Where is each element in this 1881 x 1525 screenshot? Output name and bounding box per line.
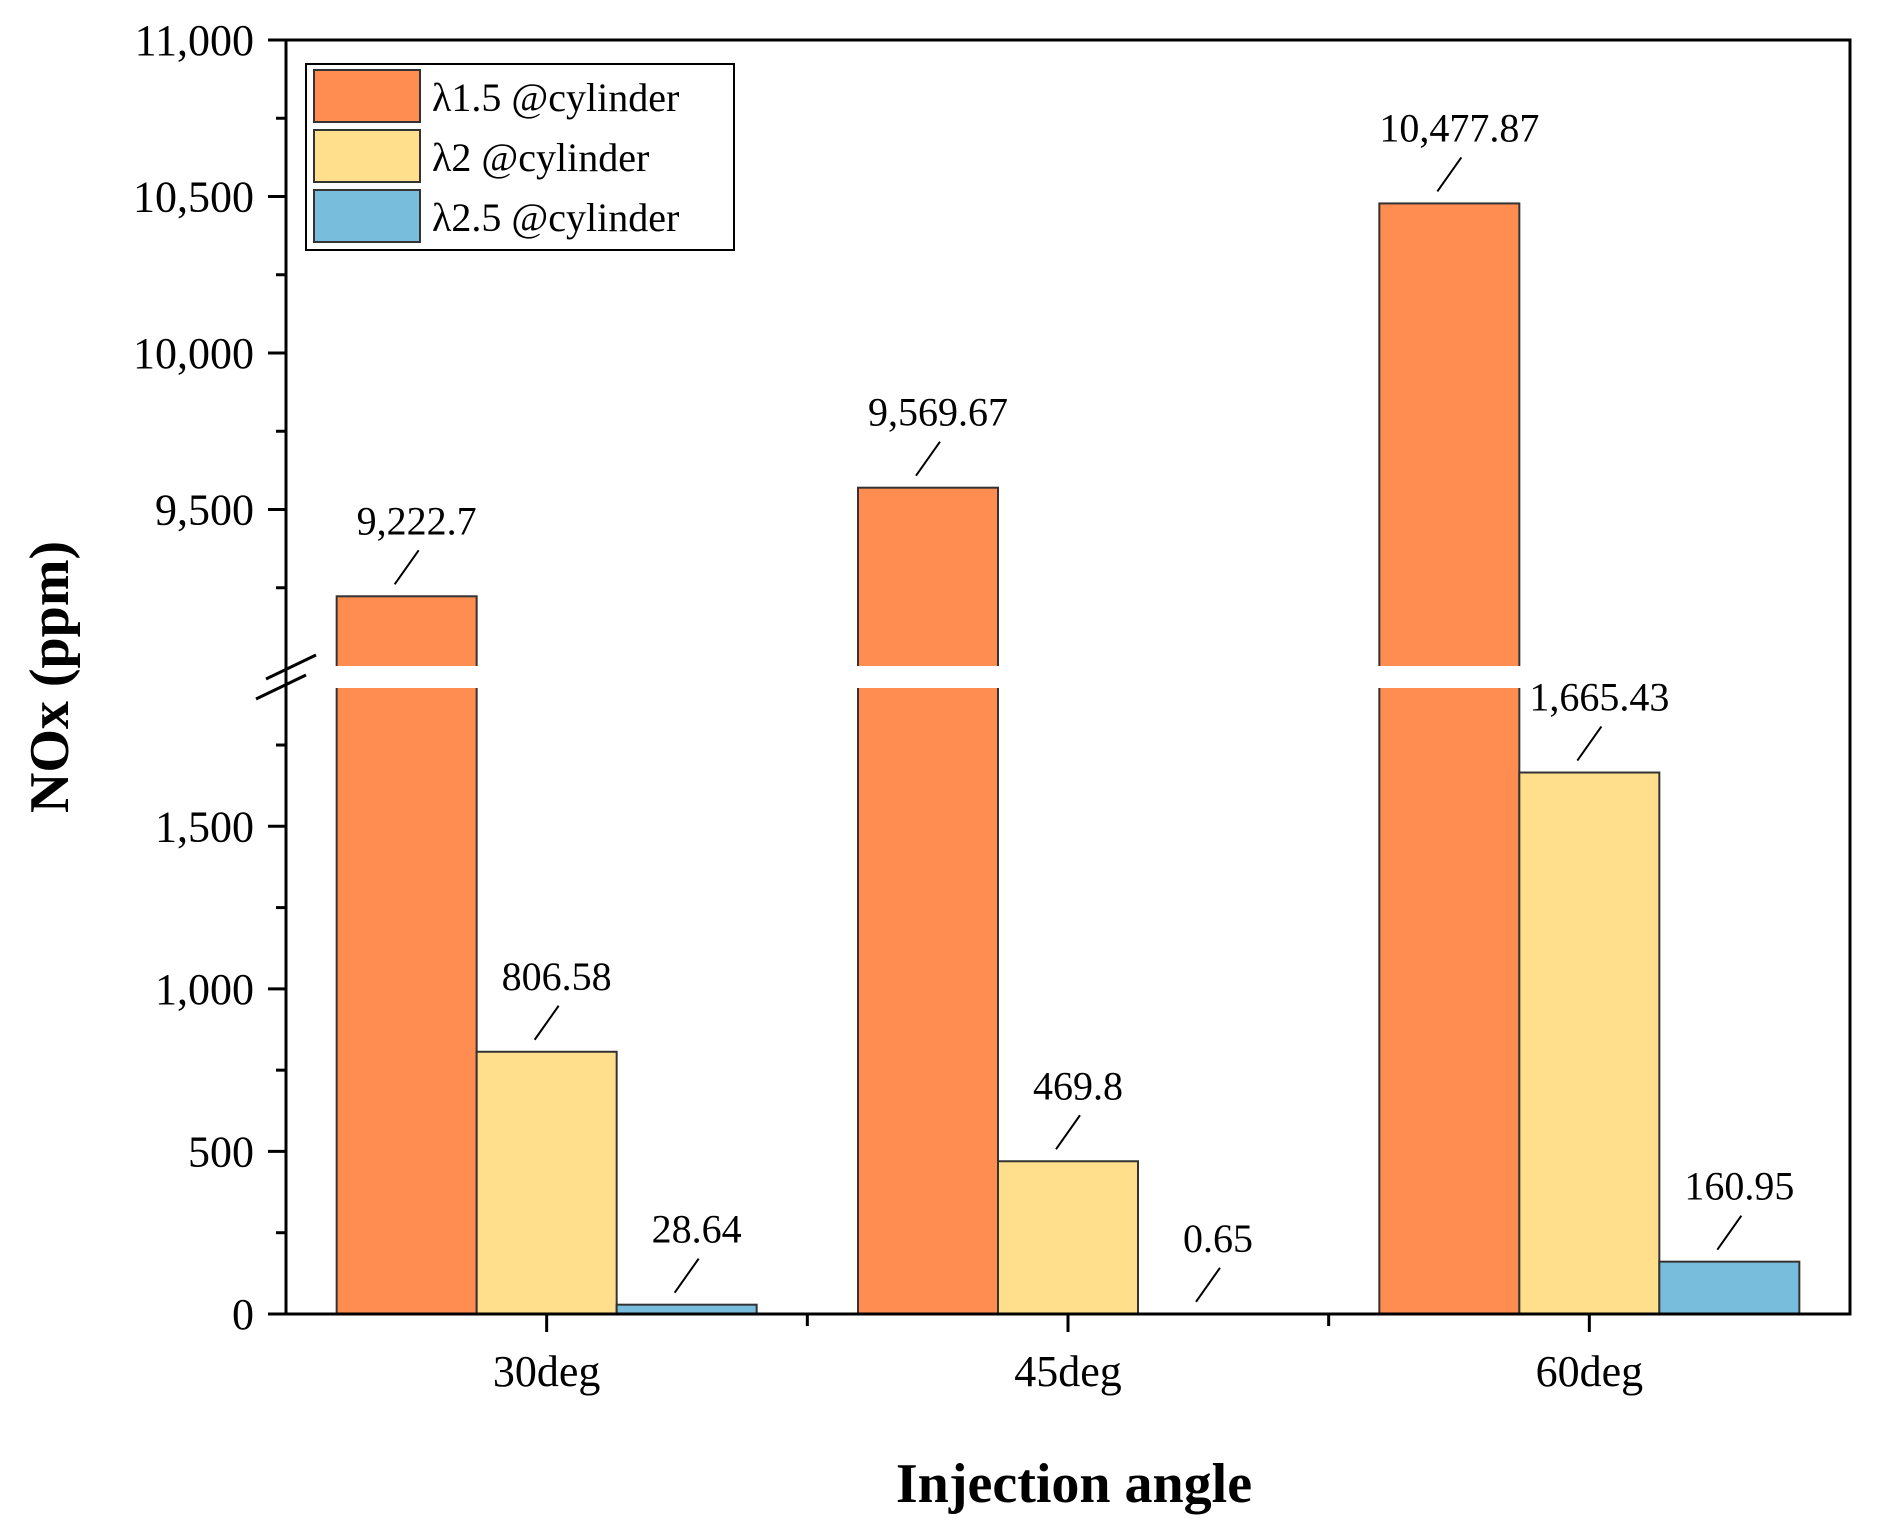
y-axis-title: NOx (ppm) (19, 541, 81, 813)
x-tick-label: 30deg (493, 1347, 601, 1396)
bar-1-60deg (1378, 202, 1521, 1316)
legend: λ1.5 @cylinder λ2 @cylinder λ2.5 @cylinder (305, 63, 735, 251)
legend-swatch (313, 129, 421, 183)
data-label-leaders (393, 156, 1743, 1303)
legend-swatch (313, 189, 421, 243)
leader-line (1576, 725, 1603, 762)
leader-line (1195, 1267, 1221, 1303)
bar-1-45deg (857, 486, 999, 1315)
x-tick-label: 60deg (1536, 1347, 1644, 1396)
y-tick-label: 1,000 (155, 965, 254, 1014)
data-label: 9,222.7 (357, 498, 477, 543)
data-label: 160.95 (1684, 1164, 1794, 1209)
data-label: 1,665.43 (1529, 675, 1669, 720)
legend-label: λ1.5 @cylinder (432, 75, 679, 120)
bar-1-30deg (335, 595, 478, 1315)
data-label: 9,569.67 (868, 390, 1008, 435)
y-tick-label: 11,000 (135, 16, 254, 65)
bars-layer (335, 202, 1801, 1316)
legend-label: λ2 @cylinder (432, 135, 649, 180)
leader-line (393, 549, 420, 585)
axis-break (255, 653, 1832, 701)
break-gap (262, 666, 1832, 688)
legend-swatch (313, 69, 421, 123)
x-tick-label: 45deg (1014, 1347, 1122, 1396)
data-label: 10,477.87 (1379, 105, 1539, 150)
leader-line (533, 1005, 560, 1041)
data-label: 0.65 (1183, 1216, 1253, 1261)
y-tick-label: 500 (188, 1127, 254, 1176)
y-tick-label: 1,500 (155, 802, 254, 851)
y-tick-label: 0 (232, 1290, 254, 1339)
bar-2-30deg (475, 1050, 618, 1315)
leader-line (915, 441, 941, 477)
y-tick-label: 10,500 (133, 173, 254, 222)
x-axis-ticks: 30deg 45deg 60deg (493, 1314, 1643, 1396)
y-axis-ticks: 0 500 1,000 1,500 9,500 10,000 10,500 11,000 (133, 16, 286, 1339)
leader-line (673, 1258, 700, 1294)
data-label: 806.58 (502, 954, 612, 999)
data-label: 469.8 (1033, 1063, 1123, 1108)
leader-line (1055, 1114, 1081, 1150)
legend-label: λ2.5 @cylinder (432, 195, 679, 240)
bar-2-45deg (997, 1160, 1139, 1315)
y-tick-label: 10,000 (133, 329, 254, 378)
break-mark (265, 653, 317, 681)
y-tick-label: 9,500 (155, 486, 254, 535)
leader-line (1436, 156, 1463, 193)
leader-line (1716, 1215, 1743, 1251)
break-mark (255, 673, 307, 701)
data-label: 28.64 (652, 1207, 742, 1252)
data-labels: 9,222.7 806.58 28.64 9,569.67 469.8 0.65 10,47… (357, 105, 1795, 1260)
bar-2-60deg (1518, 771, 1661, 1315)
x-axis-title: Injection angle (896, 1453, 1252, 1515)
bar-3-60deg (1658, 1260, 1801, 1316)
